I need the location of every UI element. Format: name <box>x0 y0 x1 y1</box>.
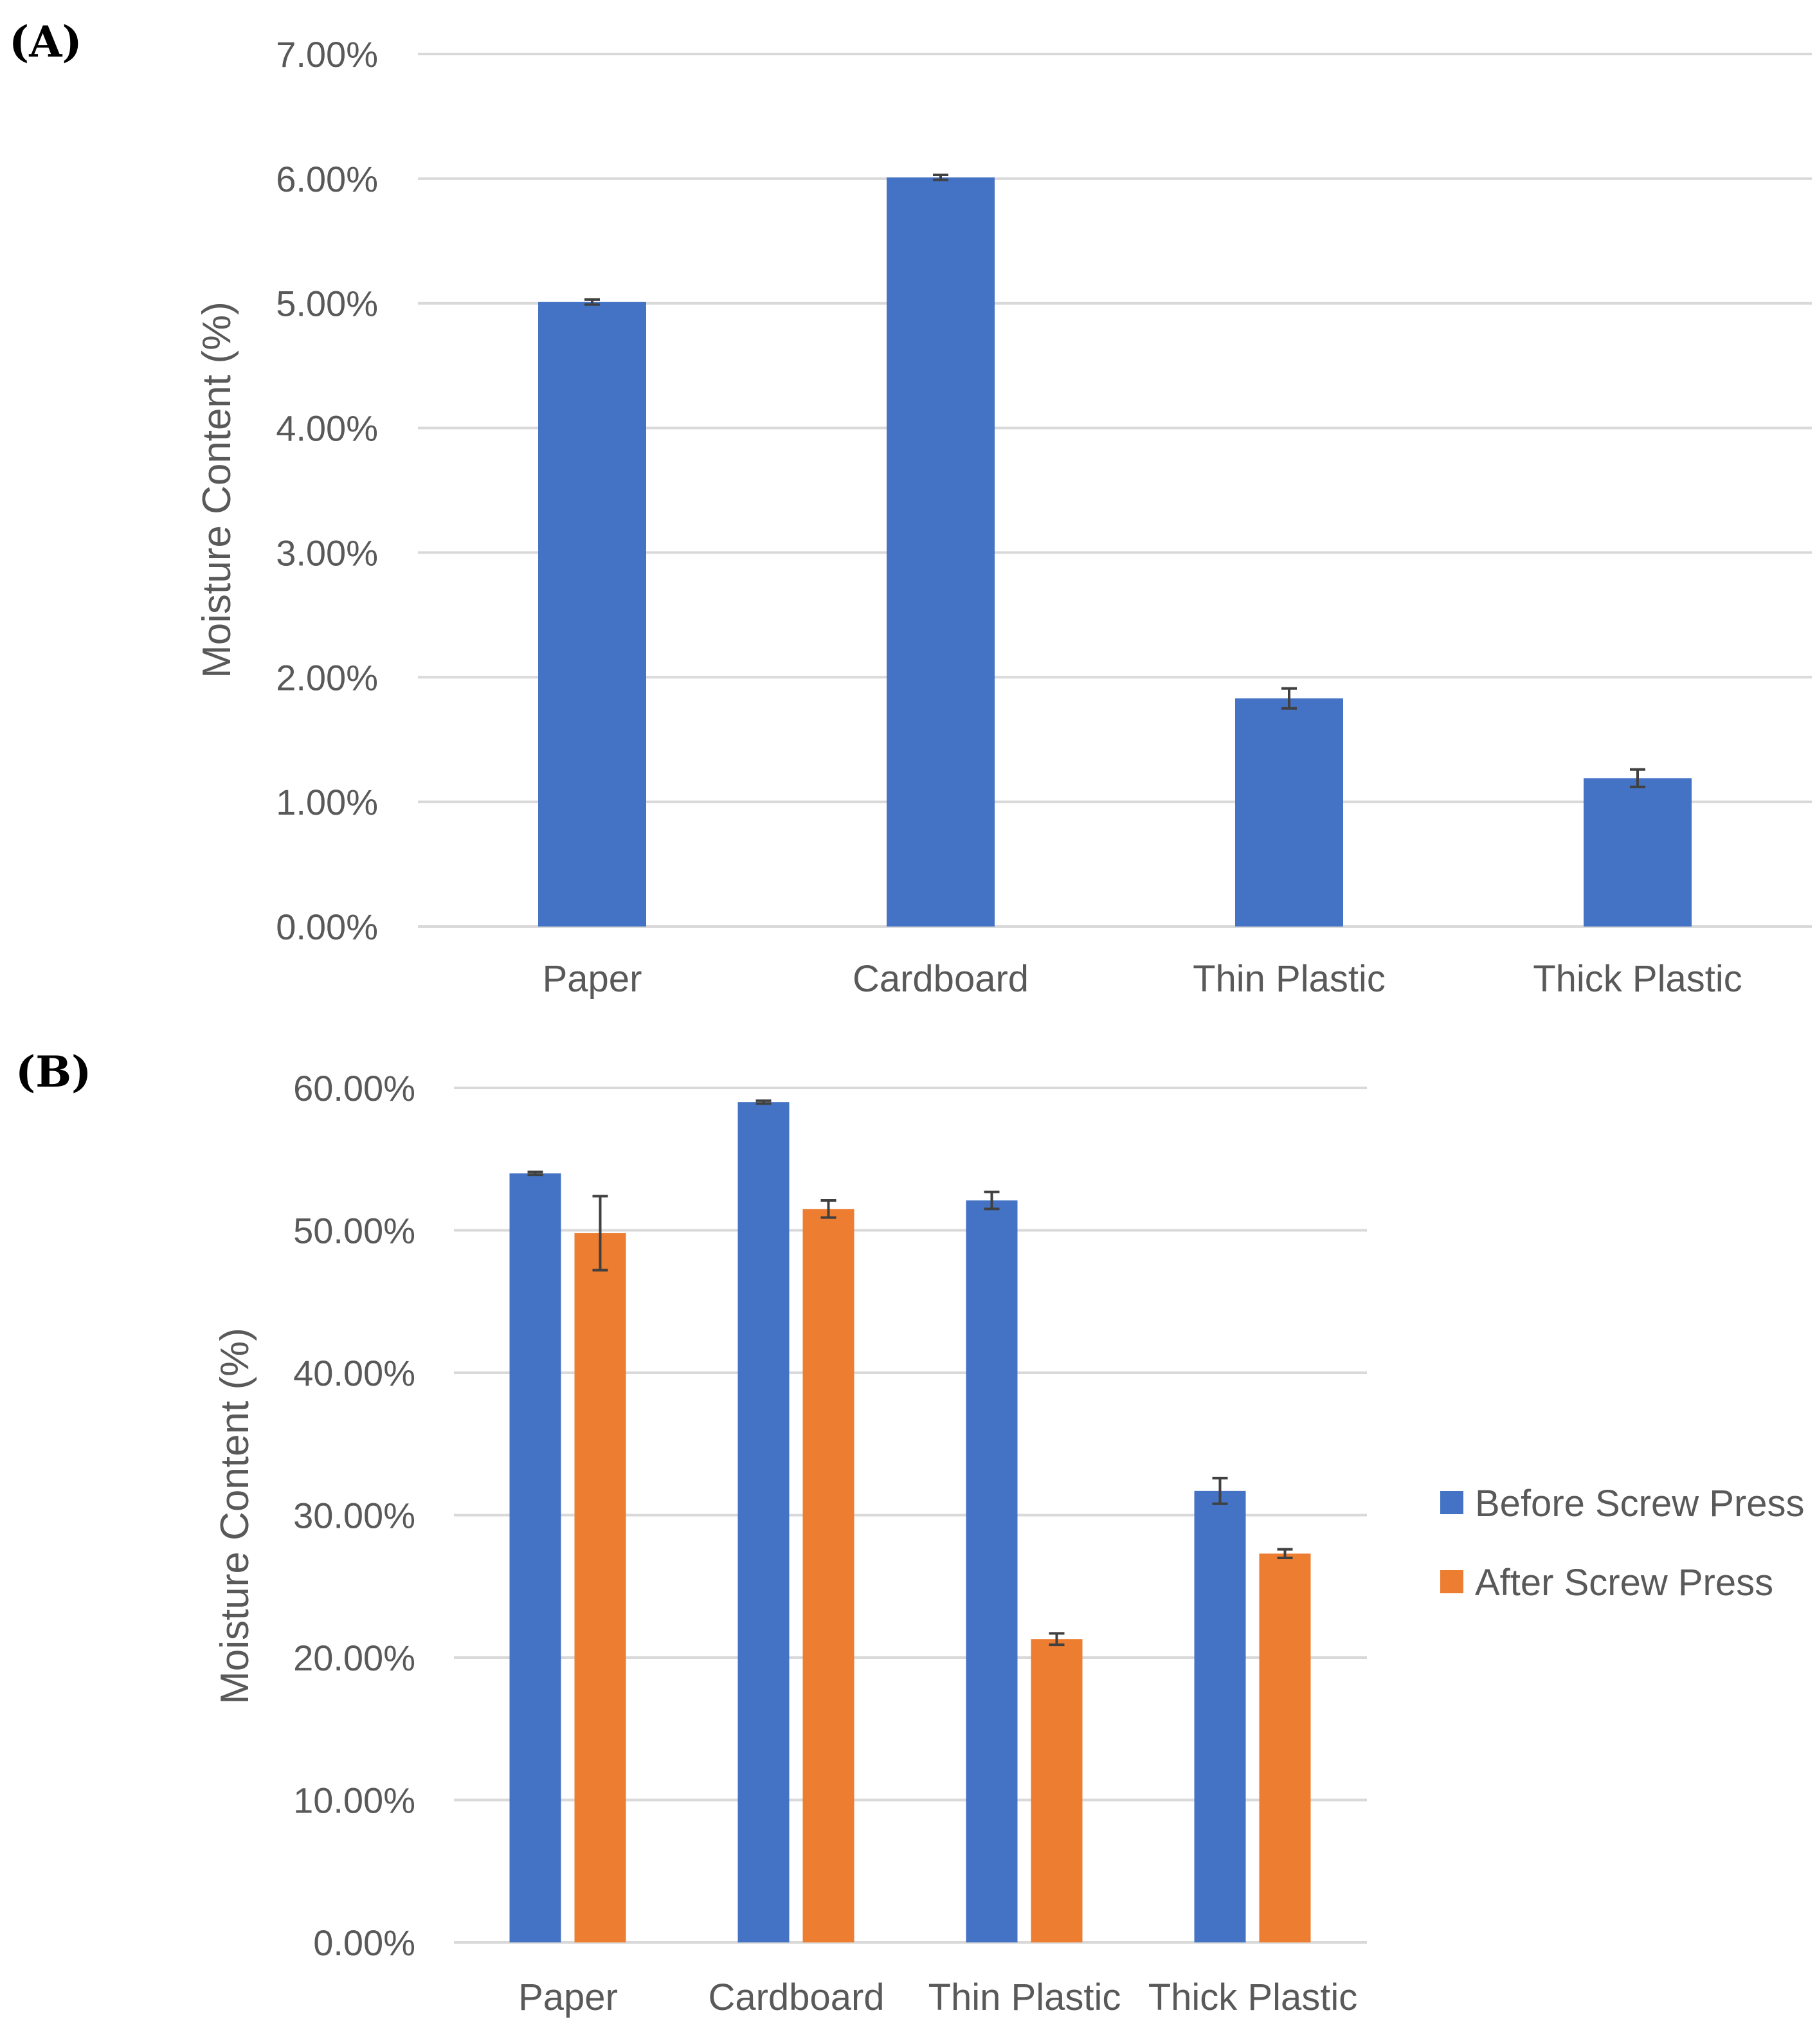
legend-label-b-1: After Screw Press <box>1475 1562 1773 1604</box>
error-bar-b-s1-c3 <box>1277 1548 1293 1559</box>
error-bar-b-s1-c1 <box>820 1198 836 1219</box>
x-tick-label-a-2: Thin Plastic <box>1193 958 1386 1000</box>
bar-b-s0-c1 <box>737 1102 790 1942</box>
bar-b-s1-c2 <box>1031 1639 1083 1942</box>
y-tick-label-a-2: 2.00% <box>276 657 378 698</box>
x-tick-label-a-0: Paper <box>543 958 642 1000</box>
error-bar-a-s0-c2 <box>1281 687 1297 710</box>
x-tick-label-a-3: Thick Plastic <box>1533 958 1742 1000</box>
bar-b-s1-c1 <box>802 1209 854 1942</box>
error-bar-b-s0-c2 <box>984 1190 1000 1211</box>
bar-a-s0-c0 <box>538 302 646 927</box>
x-tick-label-a-1: Cardboard <box>853 958 1029 1000</box>
chart-a: (A) 0.00% 1.00% 2.00% 3.00% 4.00% 5.00% 6.00% 7… <box>9 17 1812 1000</box>
error-bar-a-s0-c0 <box>584 298 600 306</box>
y-tick-label-b-1: 10.00% <box>293 1780 415 1821</box>
y-tick-label-a-3: 3.00% <box>276 532 378 573</box>
y-tick-label-a-4: 4.00% <box>276 408 378 449</box>
error-bar-b-s0-c3 <box>1212 1476 1228 1505</box>
x-tick-label-b-0: Paper <box>518 1976 618 2018</box>
y-tick-label-a-0: 0.00% <box>276 907 378 947</box>
y-tick-label-b-5: 50.00% <box>293 1211 415 1251</box>
y-tick-label-a-6: 6.00% <box>276 159 378 199</box>
error-bar-a-s0-c1 <box>933 174 948 181</box>
y-tick-label-a-1: 1.00% <box>276 782 378 822</box>
error-bar-a-s0-c3 <box>1630 768 1645 788</box>
panel-label-b: (B) <box>15 1047 91 1097</box>
bar-b-s1-c3 <box>1259 1553 1311 1942</box>
y-axis-title-a: Moisture Content (%) <box>195 302 239 678</box>
bar-b-s0-c0 <box>509 1173 561 1942</box>
error-bar-b-s1-c0 <box>592 1195 608 1272</box>
chart-b: (B) 0.00% 10.00% 20.00% 30.00% 40.00% 50.00% 6… <box>15 1047 1805 2018</box>
bar-a-s0-c2 <box>1235 698 1343 927</box>
y-tick-label-b-0: 0.00% <box>313 1922 415 1963</box>
bar-a-s0-c3 <box>1584 778 1692 927</box>
y-tick-label-a-7: 7.00% <box>276 34 378 75</box>
legend-swatch-b-1 <box>1440 1570 1463 1593</box>
legend-label-b-0: Before Screw Press <box>1475 1483 1805 1524</box>
y-tick-label-b-3: 30.00% <box>293 1496 415 1536</box>
error-bar-b-s0-c0 <box>527 1170 543 1177</box>
bar-b-s0-c2 <box>966 1200 1018 1942</box>
legend-swatch-b-0 <box>1440 1491 1463 1514</box>
y-tick-label-a-5: 5.00% <box>276 284 378 324</box>
error-bar-b-s1-c2 <box>1049 1632 1065 1647</box>
y-tick-label-b-2: 20.00% <box>293 1638 415 1678</box>
y-tick-label-b-6: 60.00% <box>293 1068 415 1108</box>
bar-b-s0-c3 <box>1194 1490 1246 1942</box>
y-axis-title-b: Moisture Content (%) <box>213 1328 257 1705</box>
x-tick-label-b-1: Cardboard <box>708 1976 884 2018</box>
bar-a-s0-c1 <box>887 177 995 927</box>
panel-label-a: (A) <box>9 17 82 67</box>
bar-b-s1-c0 <box>574 1233 626 1942</box>
x-tick-label-b-3: Thick Plastic <box>1148 1976 1358 2018</box>
error-bar-b-s0-c1 <box>755 1099 772 1105</box>
x-tick-label-b-2: Thin Plastic <box>928 1976 1121 2018</box>
y-tick-label-b-4: 40.00% <box>293 1353 415 1393</box>
